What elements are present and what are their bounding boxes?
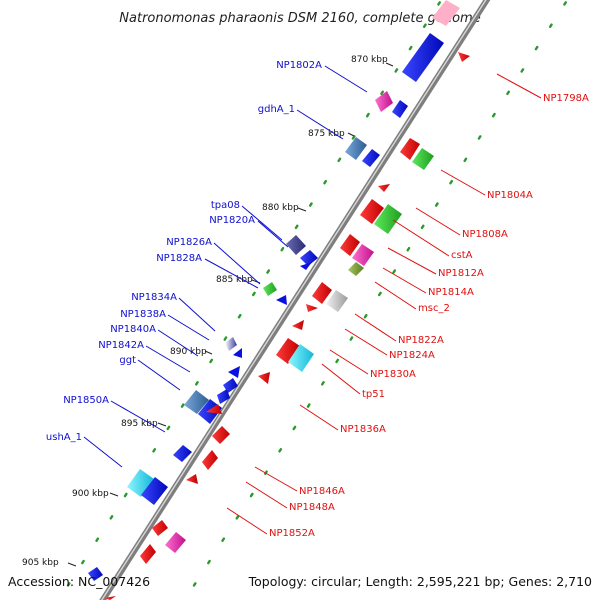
tick-label: 890 kbp [170, 347, 207, 357]
gene-arrow [165, 532, 186, 553]
gene-arrow [127, 469, 154, 497]
gene-arrow [348, 262, 364, 276]
gene-arrow [286, 235, 306, 255]
gene-label: NP1814A [428, 287, 474, 298]
gene-label: NP1830A [370, 369, 416, 380]
gene-arrow [374, 204, 402, 234]
reverse-dotted-track [183, 0, 569, 600]
gene-label: NP1836A [340, 424, 386, 435]
gene-arrow [392, 100, 408, 118]
gene-label: NP1808A [462, 229, 508, 240]
gene-label: cstA [451, 250, 473, 261]
tick-label: 885 kbp [216, 275, 253, 285]
gene-arrow [206, 404, 222, 414]
gene-arrow [312, 282, 332, 304]
forward-gene-labels: NP1802A gdhA_1 tpa08 NP1820A NP1826A NP1… [46, 60, 322, 443]
tick-marks [67, 62, 394, 567]
gene-arrow [140, 544, 156, 564]
tick-label: 895 kbp [121, 419, 158, 429]
gene-arrow [233, 348, 242, 358]
forward-genes [88, 33, 444, 581]
gene-arrow [217, 389, 230, 404]
gene-arrow [276, 295, 287, 305]
tick-label: 875 kbp [308, 129, 345, 139]
tick-label: 880 kbp [262, 203, 299, 213]
gene-arrow [432, 0, 460, 26]
gene-label: NP1840A [110, 324, 156, 335]
tick-label: 905 kbp [22, 558, 59, 568]
gene-arrow [212, 426, 230, 444]
gene-label: ushA_1 [46, 432, 82, 443]
gene-label: tp51 [362, 389, 385, 400]
map-title: Natronomonas pharaonis DSM 2160, complet… [119, 11, 480, 26]
gene-arrow [228, 366, 240, 378]
gene-label: NP1838A [120, 309, 166, 320]
gene-arrow [202, 450, 218, 470]
gene-arrow [340, 234, 360, 256]
gene-label: NP1798A [543, 93, 589, 104]
gene-arrow [225, 337, 237, 351]
accession-label: Accession: NC_007426 [8, 574, 151, 589]
gene-arrow [378, 184, 390, 192]
gene-arrow [263, 282, 277, 296]
gene-arrow [400, 138, 420, 160]
reverse-gene-labels: NP1798A NP1804A NP1808A cstA NP1812A NP1… [269, 93, 589, 539]
gene-label: NP1812A [438, 268, 484, 279]
gene-arrow [152, 520, 168, 536]
gene-arrow [345, 137, 367, 160]
gene-arrow [288, 344, 314, 372]
gene-arrow [300, 250, 318, 266]
gene-label: NP1802A [276, 60, 322, 71]
gene-arrow [375, 91, 393, 112]
gene-label: NP1834A [131, 292, 177, 303]
gene-arrow [186, 474, 198, 484]
gene-label: NP1822A [398, 335, 444, 346]
gene-arrow [292, 320, 304, 330]
gene-label: NP1848A [289, 502, 335, 513]
gene-arrow [276, 338, 300, 364]
forward-dotted-track [57, 0, 443, 600]
gene-arrow [402, 33, 444, 82]
gene-label: NP1826A [166, 237, 212, 248]
forward-leader-lines [83, 65, 368, 468]
reverse-leader-lines [226, 73, 542, 535]
gene-label: NP1820A [209, 215, 255, 226]
gene-arrow [104, 596, 116, 600]
gene-label: NP1850A [63, 395, 109, 406]
gene-arrow [362, 149, 380, 167]
gene-label: NP1824A [389, 350, 435, 361]
gene-arrow [306, 304, 318, 312]
gene-label: msc_2 [418, 303, 450, 314]
tick-label: 900 kbp [72, 489, 109, 499]
gene-label: ggt [119, 355, 136, 366]
gene-arrow [184, 390, 209, 414]
gene-arrow [326, 290, 348, 312]
gene-label: NP1852A [269, 528, 315, 539]
gene-arrow [412, 148, 434, 170]
gene-arrow [173, 445, 192, 462]
gene-arrow [88, 567, 103, 581]
gene-label: NP1842A [98, 340, 144, 351]
gene-arrow [360, 199, 384, 224]
tick-label: 870 kbp [351, 55, 388, 65]
gene-label: tpa08 [211, 200, 240, 211]
gene-label: NP1828A [156, 253, 202, 264]
reverse-genes [104, 0, 470, 600]
topology-label: Topology: circular; Length: 2,595,221 bp… [248, 574, 592, 589]
gene-arrow [141, 477, 168, 505]
genome-backbone [99, 0, 491, 600]
gene-arrow [458, 52, 470, 62]
gene-arrow [352, 244, 374, 266]
gene-label: NP1846A [299, 486, 345, 497]
gene-arrow [258, 372, 270, 384]
gene-label: gdhA_1 [258, 104, 295, 115]
gene-label: NP1804A [487, 190, 533, 201]
gene-arrow [300, 262, 312, 270]
